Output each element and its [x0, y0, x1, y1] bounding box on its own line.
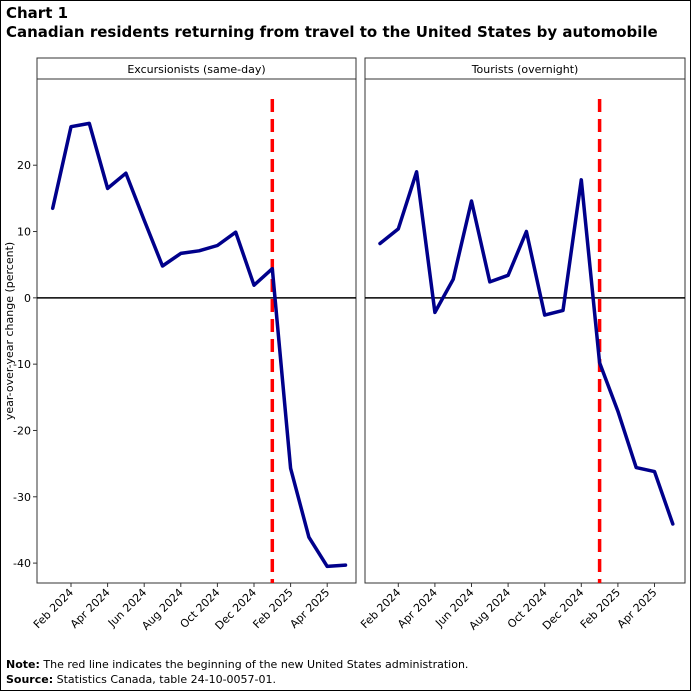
panel-1-y-tick-label: 10: [17, 226, 31, 239]
panel-1-y-tick-label: -40: [13, 557, 31, 570]
panel-1-series-line: [50, 121, 348, 569]
panel-1-title: Excursionists (same-day): [127, 63, 265, 76]
panel-1-y-tick-label: -30: [13, 491, 31, 504]
panel-2-series-line: [378, 170, 675, 526]
note-line: Note: The red line indicates the beginni…: [6, 657, 468, 672]
source-line: Source: Statistics Canada, table 24-10-0…: [6, 672, 468, 687]
panel-1-y-tick-label: -20: [13, 424, 31, 437]
panel-2-x-tick-label: Apr 2024: [395, 586, 440, 631]
chart-title: Canadian residents returning from travel…: [6, 23, 658, 41]
footnotes: Note: The red line indicates the beginni…: [6, 657, 468, 687]
note-text: The red line indicates the beginning of …: [43, 658, 469, 671]
note-label: Note:: [6, 658, 40, 671]
y-axis-title: year-over-year change (percent): [3, 242, 16, 420]
panel-2-x-tick-label: Apr 2025: [615, 586, 660, 631]
panel-2-plot-border: [364, 78, 686, 584]
panel-1-x-tick-label: Apr 2024: [68, 586, 113, 631]
chart-number: Chart 1: [6, 4, 69, 22]
panel-1-y-tick-label: 20: [17, 159, 31, 172]
panel-1-y-tick-label: -10: [13, 358, 31, 371]
source-label: Source:: [6, 673, 54, 686]
panel-1-plot-border: [36, 78, 357, 584]
panel-1-x-tick-label: Apr 2025: [287, 586, 332, 631]
panel-2-title: Tourists (overnight): [471, 63, 579, 76]
panel-1-y-tick-label: 0: [24, 292, 31, 305]
source-text: Statistics Canada, table 24-10-0057-01.: [56, 673, 277, 686]
